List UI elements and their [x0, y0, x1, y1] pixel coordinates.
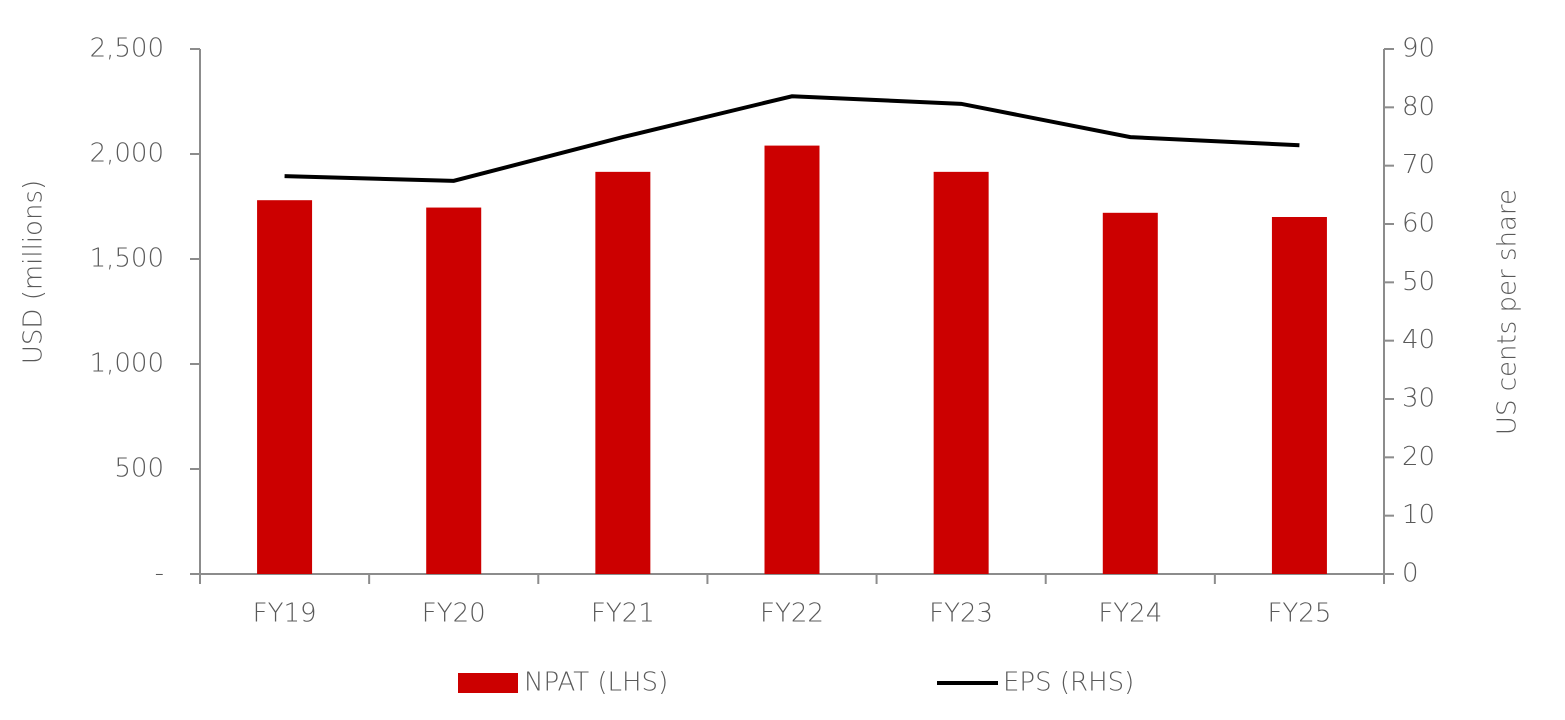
y2-tick-label: 40	[1402, 325, 1435, 355]
x-tick-label: FY20	[422, 599, 486, 629]
x-tick-label: FY21	[591, 599, 655, 629]
x-tick-label: FY23	[929, 599, 993, 629]
bar	[1102, 212, 1158, 575]
y2-tick-label: 0	[1402, 559, 1419, 589]
x-tick-label: FY25	[1267, 599, 1331, 629]
y-tick-label: -	[155, 559, 164, 589]
bar	[257, 200, 313, 574]
y2-tick-label: 70	[1402, 150, 1435, 180]
legend-label: NPAT (LHS)	[524, 668, 668, 698]
y2-tick-label: 50	[1402, 267, 1435, 297]
bar	[764, 145, 820, 574]
y2-tick-label: 80	[1402, 92, 1435, 122]
line	[284, 94, 1300, 183]
x-tick-label: FY19	[253, 599, 317, 629]
y2-tick-label: 90	[1402, 34, 1435, 64]
bar	[426, 207, 482, 575]
y2-tick-label: 20	[1402, 442, 1435, 472]
y2-tick-label: 10	[1402, 500, 1435, 530]
x-tick-label: FY22	[760, 599, 824, 629]
bar	[933, 171, 989, 574]
bar	[1271, 217, 1327, 574]
y-tick-label: 2,000	[90, 139, 164, 169]
y2-axis-label: US cents per share	[1493, 189, 1523, 435]
legend-label: EPS (RHS)	[1003, 668, 1134, 698]
y-tick-label: 2,500	[90, 34, 164, 64]
y-axis-label: USD (millions)	[19, 180, 49, 364]
y2-tick-label: 30	[1402, 384, 1435, 414]
y-tick-label: 1,500	[90, 244, 164, 274]
bar	[595, 171, 651, 574]
y-tick-label: 500	[114, 454, 164, 484]
y2-tick-label: 60	[1402, 209, 1435, 239]
y-tick-label: 1,000	[90, 349, 164, 379]
legend-swatch	[458, 673, 518, 693]
x-tick-label: FY24	[1098, 599, 1162, 629]
